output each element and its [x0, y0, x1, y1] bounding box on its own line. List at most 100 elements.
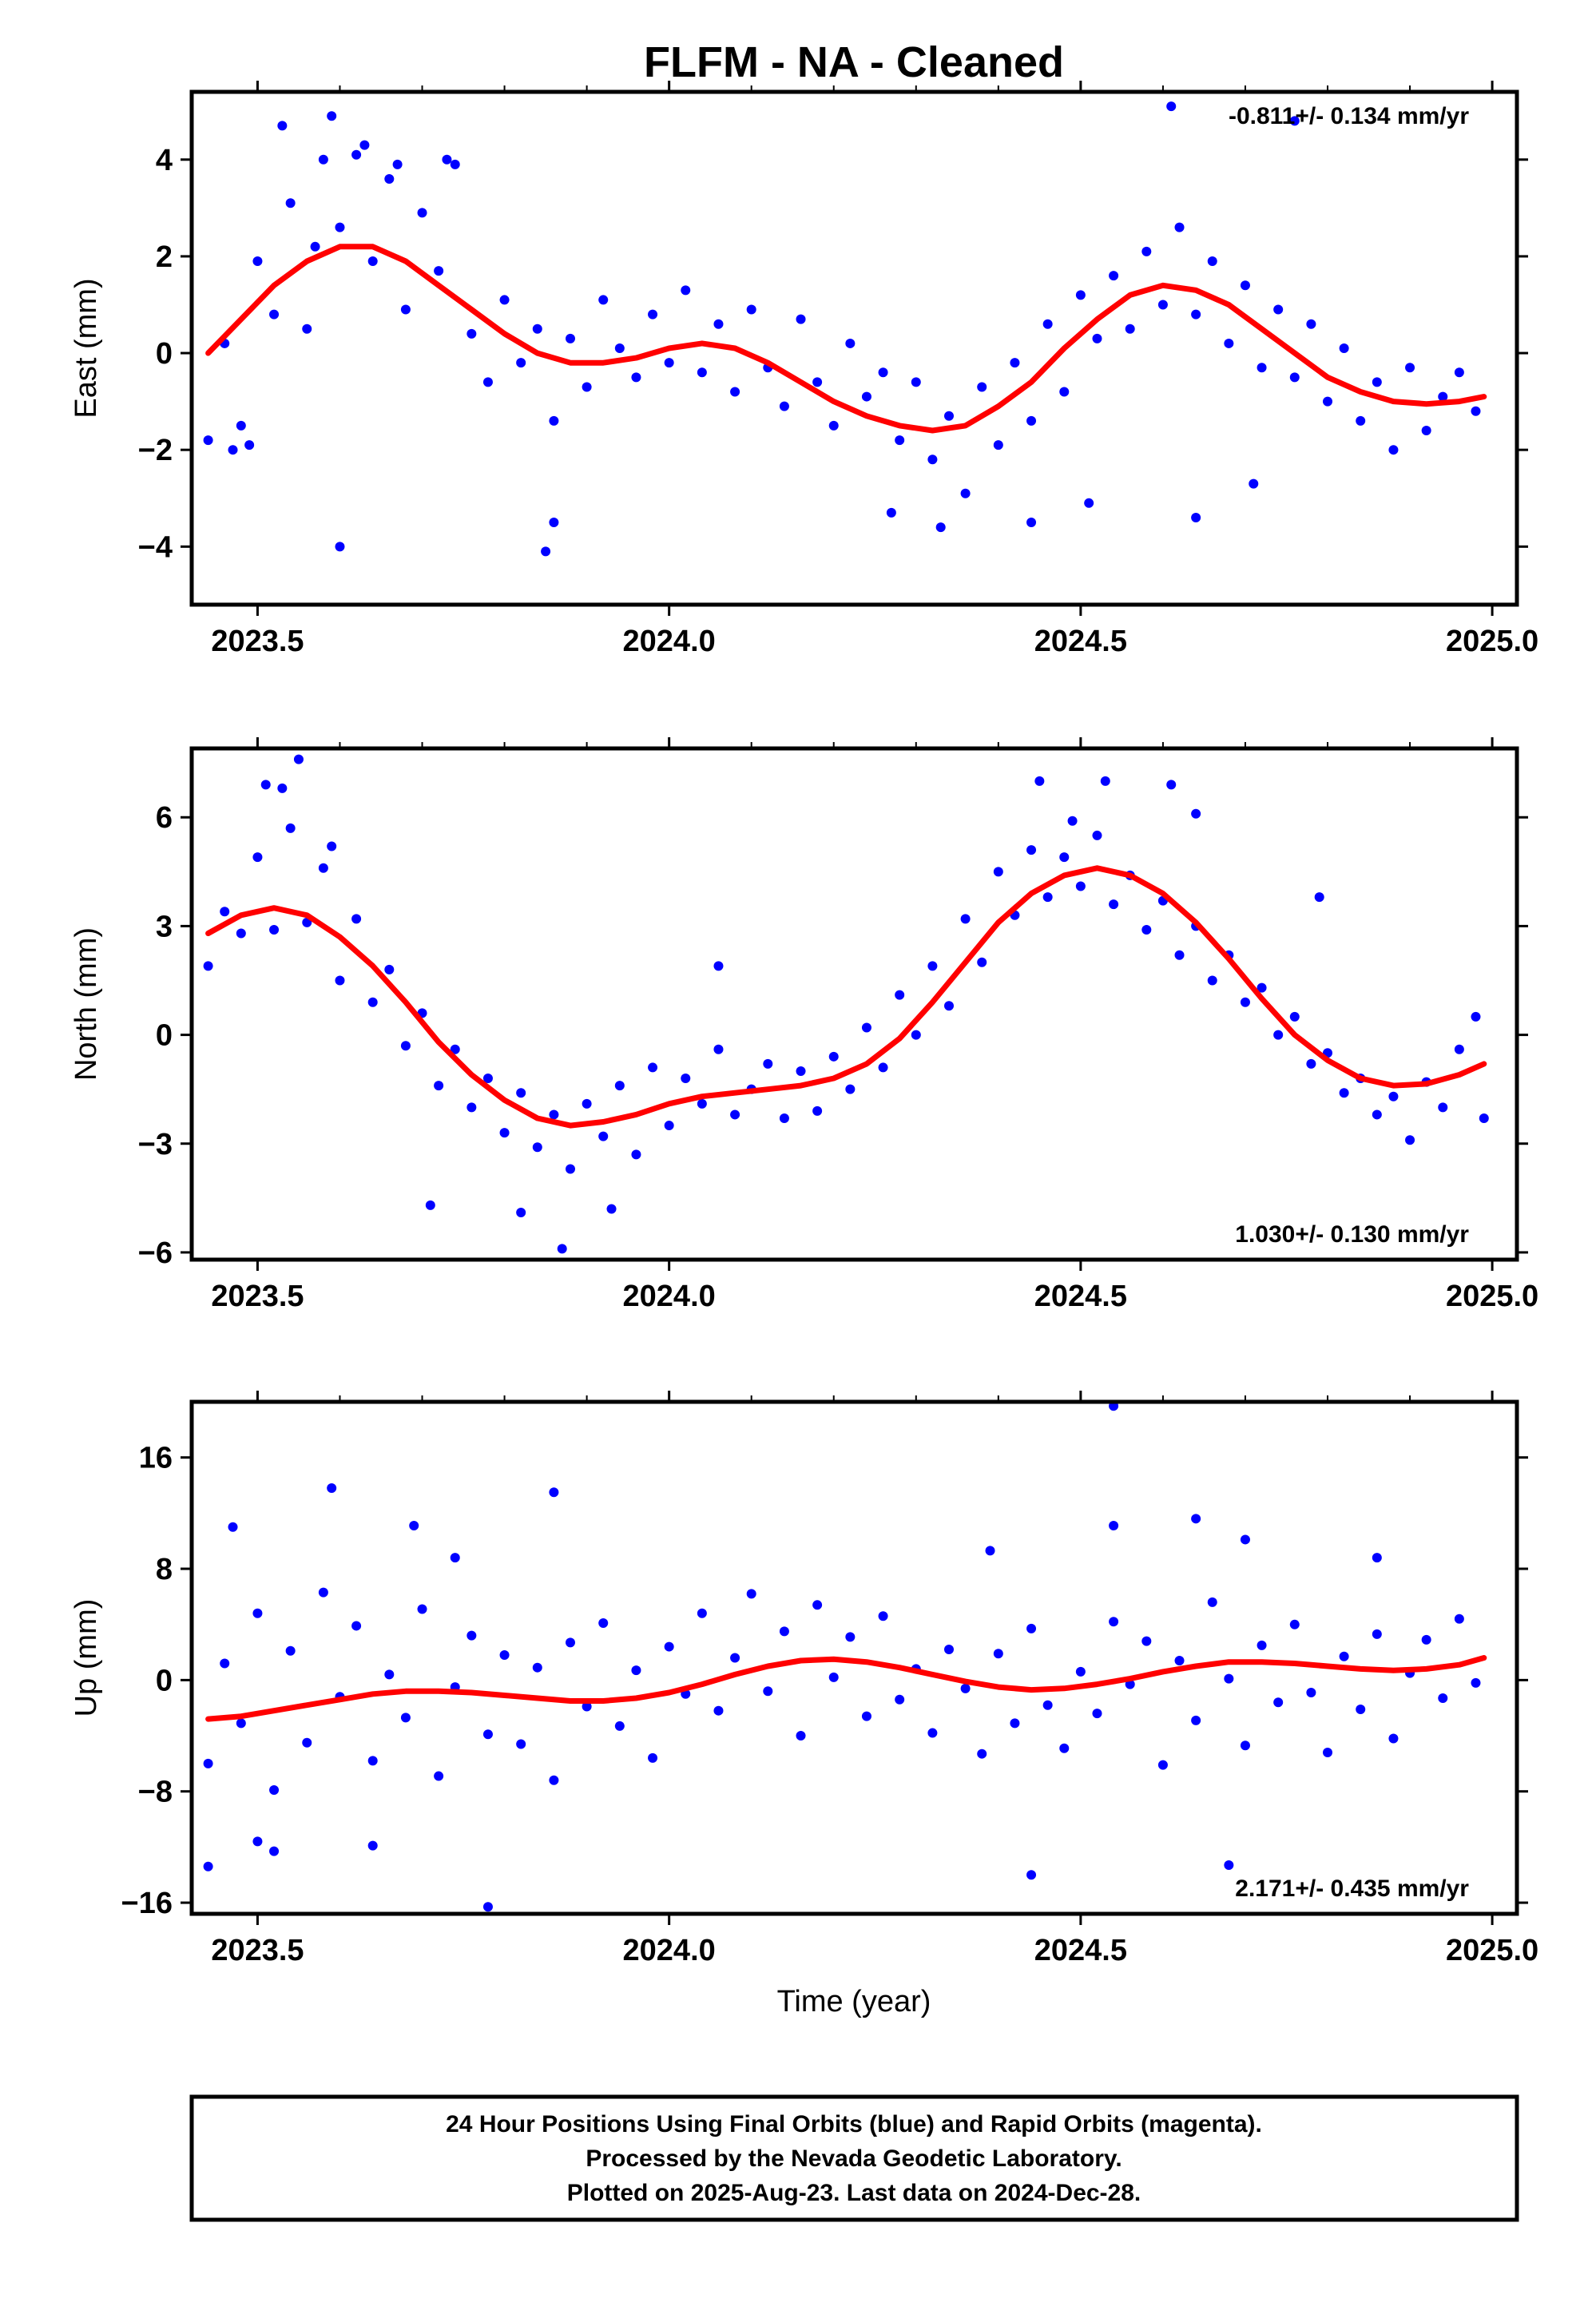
- data-point: [1257, 982, 1267, 993]
- data-point: [730, 1653, 740, 1663]
- data-point: [746, 1589, 756, 1599]
- data-point: [236, 928, 246, 939]
- data-point: [812, 1105, 823, 1116]
- data-point: [861, 1022, 871, 1033]
- x-axis-label: Time (year): [777, 1985, 931, 2018]
- data-point: [1059, 1743, 1070, 1753]
- data-point: [203, 435, 213, 446]
- data-point: [318, 1587, 328, 1598]
- footer-box: 24 Hour Positions Using Final Orbits (bl…: [189, 2094, 1519, 2222]
- y-tick-label: −2: [138, 434, 173, 467]
- data-point: [895, 435, 905, 446]
- data-point: [1289, 116, 1300, 126]
- data-point: [450, 1044, 460, 1054]
- data-point: [1042, 319, 1053, 329]
- data-point: [228, 1522, 238, 1532]
- data-point: [516, 358, 526, 368]
- data-point: [482, 377, 493, 387]
- data-point: [1141, 924, 1152, 935]
- data-point: [1157, 1760, 1168, 1770]
- y-tick-label: 3: [156, 910, 173, 943]
- data-point: [220, 907, 230, 917]
- data-point: [960, 914, 971, 924]
- data-point: [977, 957, 987, 967]
- data-point: [812, 1600, 823, 1610]
- data-point: [532, 323, 542, 334]
- data-point: [779, 401, 789, 411]
- x-tick-label: 2024.5: [1034, 625, 1127, 658]
- data-point: [367, 1756, 378, 1766]
- data-point: [1356, 415, 1366, 426]
- data-point: [598, 1131, 609, 1141]
- data-point: [1372, 1629, 1382, 1639]
- y-axis-label: Up (mm): [69, 1599, 103, 1717]
- data-point: [499, 1128, 510, 1138]
- data-point: [1479, 1113, 1489, 1123]
- data-point: [1075, 881, 1086, 891]
- y-tick-label: −6: [138, 1236, 173, 1270]
- data-point: [845, 1084, 856, 1094]
- data-point: [598, 295, 609, 305]
- data-point: [1174, 222, 1185, 232]
- data-point: [269, 1846, 280, 1856]
- data-point: [1224, 338, 1234, 348]
- data-point: [450, 1553, 460, 1563]
- data-point: [1240, 997, 1250, 1007]
- data-point: [886, 507, 896, 518]
- data-point: [895, 1694, 905, 1705]
- data-point: [566, 333, 575, 343]
- data-point: [434, 1081, 444, 1091]
- data-point: [1273, 1030, 1284, 1040]
- data-point: [269, 924, 280, 935]
- data-point: [482, 1902, 493, 1912]
- data-point: [944, 1645, 954, 1655]
- footer-frame: [189, 2094, 1519, 2222]
- data-point: [664, 1641, 674, 1652]
- data-point: [285, 823, 296, 833]
- data-point: [614, 1721, 625, 1731]
- y-tick-label: 2: [156, 240, 173, 274]
- data-point: [400, 1713, 411, 1723]
- data-point: [878, 1611, 888, 1621]
- data-point: [927, 961, 938, 971]
- data-point: [1454, 1044, 1464, 1054]
- data-point: [1075, 1666, 1086, 1677]
- footer-line-3: Plotted on 2025-Aug-23. Last data on 202…: [567, 2180, 1141, 2206]
- panel-frame: [189, 746, 1519, 1262]
- data-point: [730, 387, 740, 397]
- data-point: [335, 222, 345, 232]
- data-point: [252, 1608, 263, 1618]
- data-point: [648, 1062, 658, 1073]
- data-point: [763, 1686, 773, 1697]
- x-tick-label: 2024.5: [1034, 1934, 1127, 1967]
- panel-frame: [189, 1399, 1519, 1916]
- panel-up: 2023.5 2024.0 2024.5 2025.0 −16 −8 0 8 16 Up (mm)…: [69, 1391, 1538, 1967]
- data-point: [1224, 1860, 1234, 1871]
- data-point: [1026, 1623, 1037, 1633]
- y-axis-label: East (mm): [69, 278, 103, 418]
- data-point: [1240, 1740, 1250, 1751]
- data-point: [516, 1088, 526, 1098]
- y-tick-label: −4: [138, 530, 173, 564]
- data-point: [1141, 246, 1152, 256]
- data-point: [1438, 1102, 1448, 1113]
- data-point: [1471, 1677, 1481, 1688]
- data-point: [236, 420, 246, 431]
- data-point: [310, 241, 320, 252]
- data-point: [549, 1487, 559, 1498]
- data-point: [1372, 377, 1382, 387]
- data-point: [664, 358, 674, 368]
- data-point: [335, 975, 345, 986]
- panel-frame: [189, 89, 1519, 607]
- data-point: [1438, 1693, 1448, 1704]
- data-point: [549, 1109, 559, 1120]
- data-point: [1471, 406, 1481, 416]
- data-point: [1191, 1514, 1201, 1524]
- data-point: [697, 1608, 707, 1618]
- data-point: [434, 1771, 444, 1781]
- data-point: [1289, 372, 1300, 383]
- data-point: [1323, 1747, 1332, 1757]
- data-point: [1273, 304, 1284, 315]
- data-point: [285, 1645, 296, 1656]
